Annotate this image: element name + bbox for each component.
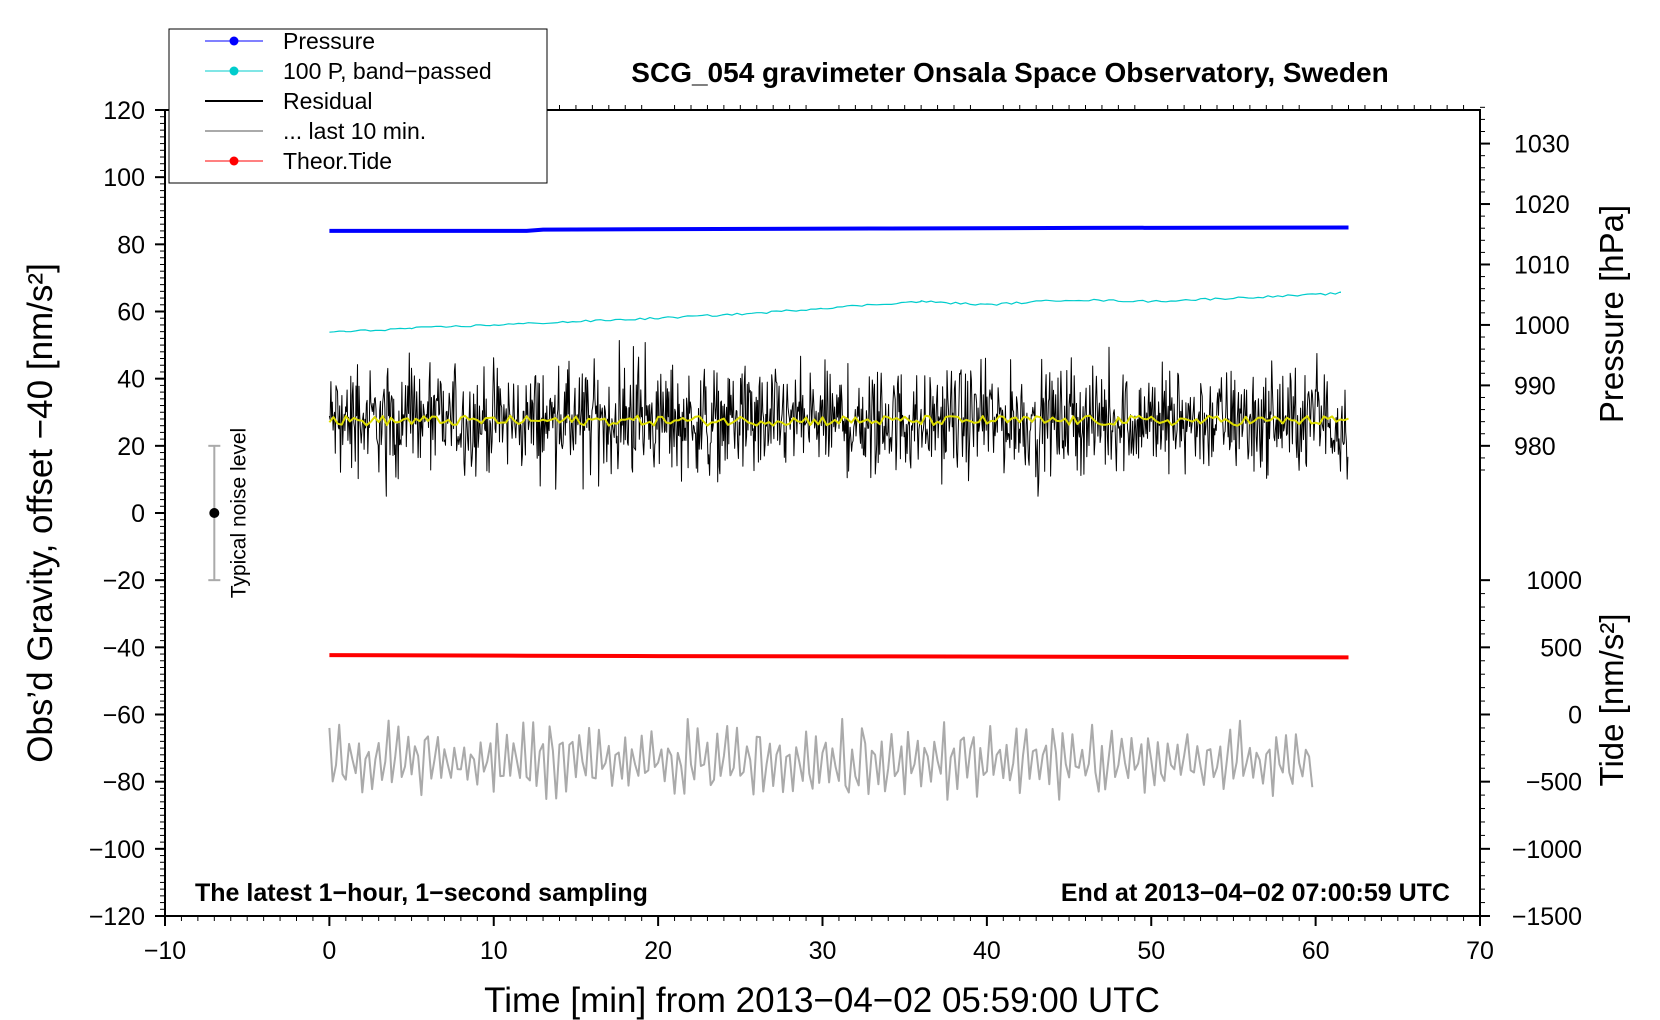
y-axis-label-pressure: Pressure [hPa] <box>1593 205 1630 423</box>
x-axis-tick-labels: −10 0 10 20 30 40 50 60 70 <box>144 937 1494 965</box>
x-tick-label: 40 <box>973 937 1001 965</box>
right-axis-tick-labels: 980 990 1000 1010 1020 1030 −1500 −1000 −500 0 500… <box>1512 131 1582 931</box>
tide-tick-label: −500 <box>1526 769 1582 797</box>
legend-label: 100 P, band−passed <box>283 58 492 84</box>
x-tick-label: 60 <box>1302 937 1330 965</box>
y-tick-label: 20 <box>117 433 145 461</box>
x-tick-label: 50 <box>1137 937 1165 965</box>
x-tick-label: 70 <box>1466 937 1494 965</box>
legend-marker <box>229 66 239 76</box>
tide-tick-label: 0 <box>1568 702 1582 730</box>
x-tick-label: −10 <box>144 937 186 965</box>
y-axis-label-left: Obs’d Gravity, offset −40 [nm/s²] <box>21 263 60 763</box>
tide-tick-label: −1500 <box>1512 903 1582 931</box>
series-pressure <box>329 225 1349 233</box>
x-tick-label: 10 <box>480 937 508 965</box>
y-tick-label: −80 <box>103 769 145 797</box>
pressure-tick-label: 990 <box>1514 372 1556 400</box>
tide-tick-label: 500 <box>1540 634 1582 662</box>
chart-title: SCG_054 gravimeter Onsala Space Observat… <box>631 57 1388 88</box>
y-tick-label: 60 <box>117 299 145 327</box>
y-tick-label: −20 <box>103 567 145 595</box>
y-tick-label: 80 <box>117 231 145 259</box>
y-tick-label: 100 <box>103 164 145 192</box>
pressure-tick-label: 1000 <box>1514 312 1570 340</box>
legend-label: ... last 10 min. <box>283 118 426 144</box>
annotation-bottom-left: The latest 1−hour, 1−second sampling <box>195 879 648 907</box>
y-axis-label-tide: Tide [nm/s²] <box>1593 614 1630 787</box>
y-tick-label: −120 <box>89 903 145 931</box>
x-tick-label: 30 <box>809 937 837 965</box>
noise-level-indicator: Typical noise level <box>208 428 250 598</box>
series-theor-tide <box>329 653 1349 660</box>
pressure-tick-label: 1030 <box>1514 131 1570 159</box>
noise-level-point <box>209 508 220 518</box>
plot-frame <box>164 109 1481 917</box>
legend-label: Residual <box>283 88 373 114</box>
legend-marker <box>229 156 239 166</box>
tide-tick-label: 1000 <box>1526 567 1582 595</box>
legend: Pressure 100 P, band−passed Residual ... la… <box>168 28 548 184</box>
series-layer <box>328 225 1349 801</box>
y-tick-label: 120 <box>103 97 145 125</box>
y-tick-label: 0 <box>131 500 145 528</box>
legend-label: Theor.Tide <box>283 148 392 174</box>
y-tick-label: −40 <box>103 634 145 662</box>
legend-label: Pressure <box>283 28 375 54</box>
y-tick-label: 40 <box>117 366 145 394</box>
x-axis-label: Time [min] from 2013−04−02 05:59:00 UTC <box>484 981 1160 1020</box>
x-tick-label: 0 <box>322 937 336 965</box>
legend-marker <box>229 36 239 46</box>
tide-tick-label: −1000 <box>1512 836 1582 864</box>
annotation-bottom-right: End at 2013−04−02 07:00:59 UTC <box>1061 879 1450 907</box>
pressure-tick-label: 980 <box>1514 433 1556 461</box>
x-tick-label: 20 <box>644 937 672 965</box>
series-last-10-min <box>328 717 1314 801</box>
pressure-tick-label: 1010 <box>1514 251 1570 279</box>
left-axis-tick-labels: −120 −100 −80 −60 −40 −20 0 20 40 60 80 100 120 <box>89 97 145 931</box>
series-residual-smoothed <box>328 414 1349 427</box>
y-tick-label: −60 <box>103 702 145 730</box>
y-tick-label: −100 <box>89 836 145 864</box>
series-pressure-bandpassed <box>329 291 1341 333</box>
pressure-tick-label: 1020 <box>1514 191 1570 219</box>
noise-level-label: Typical noise level <box>227 428 250 598</box>
series-residual <box>328 340 1349 497</box>
